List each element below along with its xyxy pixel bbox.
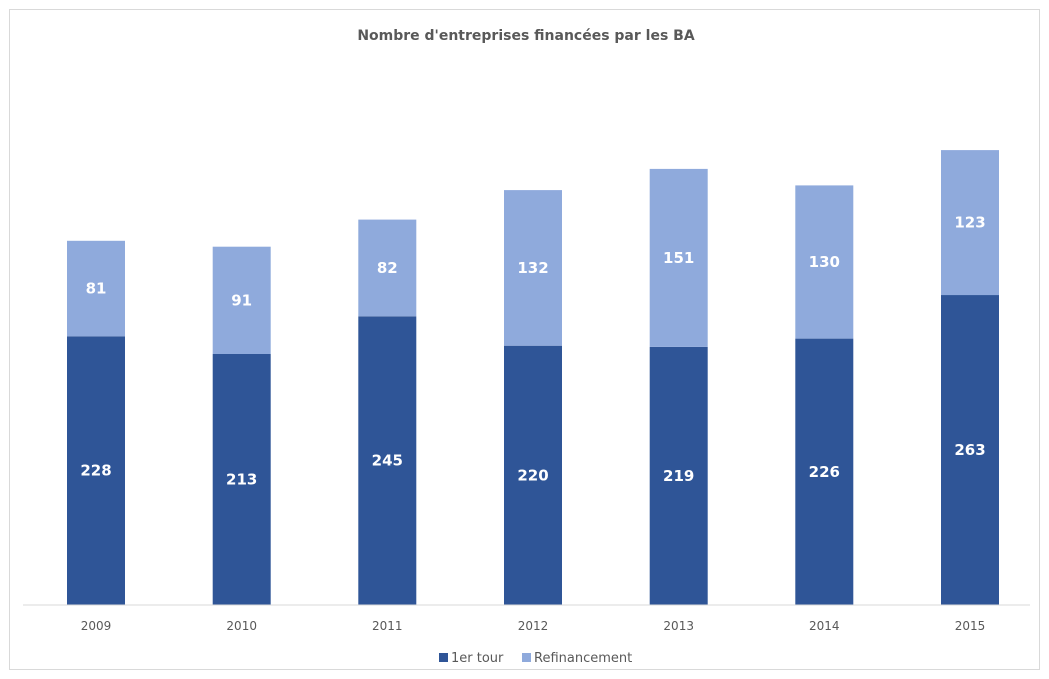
data-label-premier-tour-2013: 219 — [663, 467, 694, 485]
bar-refinancement-2015 — [941, 150, 999, 296]
data-label-refinancement-2010: 91 — [231, 291, 252, 309]
bar-refinancement-2009 — [67, 240, 125, 337]
bar-refinancement-2013 — [649, 168, 708, 347]
data-label-premier-tour-2009: 228 — [80, 462, 111, 480]
data-label-premier-tour-2015: 263 — [954, 441, 985, 459]
chart-title: Nombre d'entreprises financées par les B… — [357, 28, 695, 44]
data-label-refinancement-2014: 130 — [809, 253, 840, 271]
data-label-premier-tour-2012: 220 — [517, 466, 548, 484]
legend-swatch-1er-tour — [439, 653, 448, 662]
x-tick-label-2012: 2012 — [518, 619, 549, 633]
data-labels-group: 228 81 213 91 245 82 220 132 219 151 226 130 263 123 — [80, 214, 985, 489]
data-label-refinancement-2015: 123 — [954, 214, 985, 232]
x-tick-label-2013: 2013 — [663, 619, 694, 633]
bar-premier-tour-2013 — [649, 346, 708, 605]
bar-refinancement-2010 — [212, 246, 271, 354]
legend: 1er tour Refinancement — [439, 651, 632, 666]
bar-premier-tour-2011 — [358, 316, 417, 606]
bar-premier-tour-2014 — [795, 338, 854, 605]
data-label-premier-tour-2014: 226 — [809, 463, 840, 481]
x-tick-labels-group: 2009 2010 2011 2012 2013 2014 2015 — [81, 619, 986, 633]
bars-group — [67, 150, 999, 606]
x-tick-label-2014: 2014 — [809, 619, 840, 633]
bar-refinancement-2012 — [504, 190, 562, 346]
x-tick-label-2011: 2011 — [372, 619, 403, 633]
data-label-refinancement-2011: 82 — [377, 259, 398, 277]
bar-premier-tour-2009 — [67, 336, 125, 605]
bar-premier-tour-2012 — [504, 345, 562, 605]
data-label-refinancement-2009: 81 — [86, 280, 107, 298]
data-label-premier-tour-2011: 245 — [372, 452, 403, 470]
legend-label-refinancement: Refinancement — [534, 651, 632, 666]
data-label-premier-tour-2010: 213 — [226, 471, 257, 489]
bar-refinancement-2014 — [795, 185, 854, 339]
bar-premier-tour-2010 — [212, 354, 271, 605]
data-label-refinancement-2012: 132 — [517, 259, 548, 277]
x-tick-label-2009: 2009 — [81, 619, 112, 633]
data-label-refinancement-2013: 151 — [663, 249, 694, 267]
bar-refinancement-2011 — [358, 219, 417, 317]
x-tick-label-2010: 2010 — [226, 619, 257, 633]
legend-label-1er-tour: 1er tour — [451, 651, 504, 666]
bar-premier-tour-2015 — [941, 295, 999, 605]
legend-swatch-refinancement — [522, 653, 531, 662]
x-tick-label-2015: 2015 — [955, 619, 986, 633]
